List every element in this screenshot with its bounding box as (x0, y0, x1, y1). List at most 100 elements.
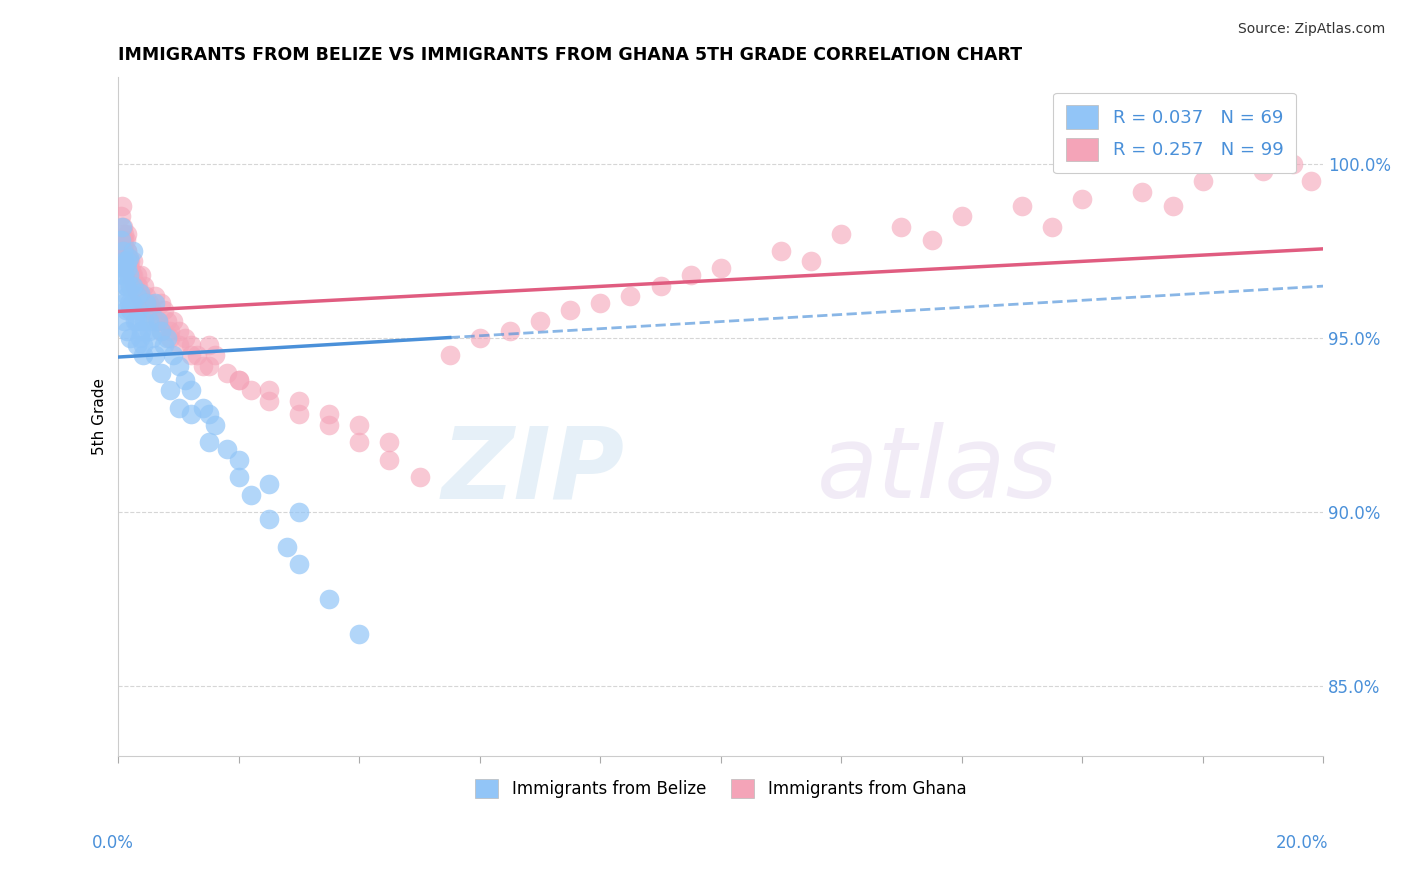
Point (118, 251, 141, 265)
Point (112, 219, 135, 234)
Point (167, 401, 190, 415)
Point (135, 289, 157, 303)
Point (198, 435, 221, 450)
Point (128, 289, 150, 303)
Point (167, 359, 190, 373)
Point (191, 359, 214, 373)
Point (114, 296, 136, 310)
Point (132, 278, 155, 293)
Point (143, 313, 166, 327)
Point (288, 557, 311, 571)
Point (950, 209, 973, 223)
Point (135, 296, 157, 310)
Point (117, 261, 139, 276)
Point (1251, 164, 1274, 178)
Legend: Immigrants from Belize, Immigrants from Ghana: Immigrants from Belize, Immigrants from … (468, 772, 973, 805)
Point (239, 487, 262, 501)
Text: 0.0%: 0.0% (91, 834, 134, 852)
Point (378, 452, 401, 467)
Point (120, 261, 142, 276)
Point (198, 338, 221, 352)
Point (288, 408, 311, 422)
Point (125, 268, 148, 283)
Point (118, 268, 141, 283)
Point (228, 373, 250, 387)
Point (1161, 199, 1184, 213)
Point (114, 244, 136, 258)
Point (110, 234, 132, 248)
Point (143, 296, 166, 310)
Point (120, 278, 142, 293)
Point (141, 303, 163, 318)
Point (198, 359, 221, 373)
Point (115, 303, 138, 318)
Point (710, 261, 733, 276)
Point (131, 324, 153, 338)
Point (141, 331, 163, 345)
Point (349, 627, 371, 641)
Point (117, 261, 139, 276)
Point (118, 296, 141, 310)
Text: 20.0%: 20.0% (1277, 834, 1329, 852)
Point (204, 417, 226, 432)
Point (529, 313, 551, 327)
Point (149, 296, 172, 310)
Point (1132, 185, 1154, 199)
Point (167, 338, 190, 352)
Point (318, 591, 340, 606)
Text: ZIP: ZIP (441, 422, 624, 519)
Point (146, 313, 169, 327)
Point (131, 268, 153, 283)
Text: IMMIGRANTS FROM BELIZE VS IMMIGRANTS FROM GHANA 5TH GRADE CORRELATION CHART: IMMIGRANTS FROM BELIZE VS IMMIGRANTS FRO… (118, 46, 1022, 64)
Point (257, 383, 280, 397)
Point (138, 324, 160, 338)
Point (180, 338, 202, 352)
Point (111, 199, 134, 213)
Point (1040, 219, 1063, 234)
Point (117, 324, 139, 338)
Point (114, 227, 136, 241)
Point (127, 278, 149, 293)
Point (173, 373, 195, 387)
Point (228, 452, 250, 467)
Point (152, 303, 174, 318)
Point (499, 324, 522, 338)
Point (125, 289, 148, 303)
Point (131, 296, 153, 310)
Point (318, 408, 340, 422)
Point (115, 244, 138, 258)
Point (120, 278, 142, 293)
Point (239, 383, 262, 397)
Point (679, 268, 702, 283)
Point (156, 313, 179, 327)
Point (159, 383, 181, 397)
Point (122, 254, 145, 268)
Point (122, 268, 145, 283)
Point (117, 227, 139, 241)
Text: atlas: atlas (817, 422, 1059, 519)
Point (131, 348, 153, 362)
Point (111, 219, 134, 234)
Point (120, 254, 142, 268)
Point (131, 338, 153, 352)
Point (122, 244, 145, 258)
Point (132, 313, 155, 327)
Point (276, 540, 298, 554)
Point (149, 324, 172, 338)
Point (318, 417, 340, 432)
Point (650, 278, 672, 293)
Point (215, 366, 238, 380)
Point (257, 512, 280, 526)
Point (125, 313, 148, 327)
Point (120, 331, 142, 345)
Point (1299, 174, 1322, 188)
Y-axis label: 5th Grade: 5th Grade (93, 377, 107, 455)
Point (124, 278, 146, 293)
Point (173, 331, 195, 345)
Point (156, 331, 179, 345)
Point (121, 296, 143, 310)
Point (138, 313, 160, 327)
Point (125, 338, 148, 352)
Point (111, 244, 134, 258)
Point (439, 348, 461, 362)
